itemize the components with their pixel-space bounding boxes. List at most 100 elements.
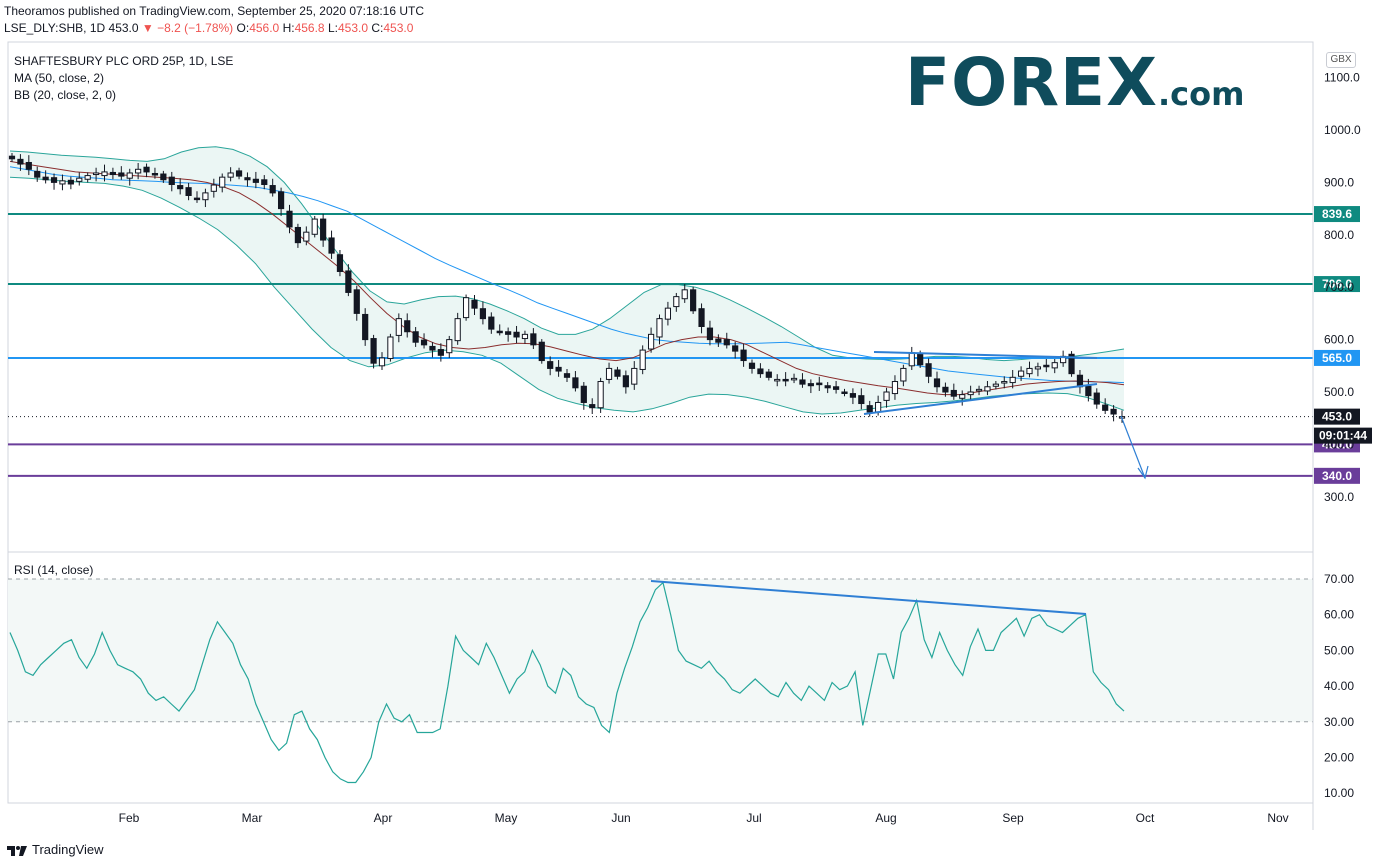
candle-body xyxy=(925,363,932,377)
candle-body xyxy=(353,289,360,314)
candle-body xyxy=(286,210,293,228)
candle-body xyxy=(227,172,234,178)
candle-body xyxy=(210,184,217,192)
tradingview-footer[interactable]: TradingView xyxy=(6,842,104,858)
rsi-tick-label: 20.00 xyxy=(1324,751,1354,765)
candle-body xyxy=(992,383,999,387)
publish-text: Theoramos published on TradingView.com, … xyxy=(4,4,425,18)
logo-letter: X xyxy=(1106,44,1159,121)
open-label: O: xyxy=(236,21,250,35)
candle-body xyxy=(917,353,924,366)
price-tick-label: 400.0 xyxy=(1324,437,1354,451)
horizontal-levels[interactable]: 839.6 706.0 565.0 400.0 340.0 453.0 09:01:44 xyxy=(8,206,1372,484)
bollinger-lower-line xyxy=(9,176,1125,415)
candle-body xyxy=(967,391,974,396)
candle-body xyxy=(462,297,470,319)
moving-averages xyxy=(9,160,1125,396)
candle-body xyxy=(858,395,865,405)
candle-body xyxy=(782,378,789,382)
price-tick-label: 800.0 xyxy=(1324,228,1354,242)
candle-body xyxy=(202,192,209,201)
rsi-tick-label: 60.00 xyxy=(1324,608,1354,622)
candle-body xyxy=(168,176,175,185)
candle-body xyxy=(530,333,537,346)
currency-badge[interactable]: GBX xyxy=(1326,52,1356,68)
candle-body xyxy=(597,381,604,409)
candle-body xyxy=(429,345,436,351)
logo-main: FOREX xyxy=(905,44,1158,121)
bb-legend[interactable]: BB (20, close, 2, 0) xyxy=(14,88,117,102)
tradingview-logo-icon xyxy=(7,845,27,856)
candle-body xyxy=(76,177,83,182)
level-price-label: 706.0 xyxy=(1322,277,1352,291)
candle-body xyxy=(664,307,672,320)
rsi-tick-label: 50.00 xyxy=(1324,643,1354,657)
candle-body xyxy=(277,191,285,210)
rsi-pane xyxy=(8,578,1313,784)
rsi-band-fill xyxy=(8,579,1313,722)
candle-body xyxy=(59,180,66,185)
price-tick-label: 300.0 xyxy=(1324,490,1354,504)
candle-body xyxy=(799,379,806,385)
logo-letter: E xyxy=(1060,44,1107,121)
level-price-tag xyxy=(1314,276,1360,293)
candle-body xyxy=(732,345,739,352)
ma-legend[interactable]: MA (50, close, 2) xyxy=(14,71,105,85)
candle-body xyxy=(345,270,352,293)
level-price-tag xyxy=(1314,467,1360,484)
level-price-tag xyxy=(1314,349,1360,366)
projection-arrow-line xyxy=(1120,415,1146,479)
candle-body xyxy=(370,338,377,364)
candle-body xyxy=(513,331,520,338)
candle-body xyxy=(446,339,453,354)
candle-body xyxy=(942,386,949,393)
candle-body xyxy=(50,177,58,183)
candles xyxy=(8,153,1126,423)
candle-body xyxy=(883,391,890,401)
candle-body xyxy=(320,218,327,241)
candle-body xyxy=(505,331,512,335)
ma50-line xyxy=(9,166,1125,384)
candle-body xyxy=(454,318,461,342)
candle-body xyxy=(748,362,756,369)
price-tick-label: 500.0 xyxy=(1324,385,1354,399)
candle-body xyxy=(740,349,747,362)
candle-body xyxy=(471,299,478,309)
candle-body xyxy=(875,401,882,413)
time-tick-label: Jul xyxy=(746,811,761,825)
forex-logo: FOREX.com xyxy=(905,44,1244,121)
candle-body xyxy=(488,316,495,330)
low-label: L: xyxy=(327,21,338,35)
candle-body xyxy=(656,318,663,338)
candle-body xyxy=(1068,353,1075,375)
candle-body xyxy=(244,177,251,181)
candle-body xyxy=(34,170,41,178)
high-value: 456.8 xyxy=(294,21,325,35)
rsi-tick-label: 40.00 xyxy=(1324,679,1354,693)
candle-body xyxy=(681,289,688,300)
candle-body xyxy=(126,172,133,179)
candle-body xyxy=(790,377,798,381)
candle-body xyxy=(151,172,159,176)
candle-body xyxy=(1051,362,1058,369)
axes: 300.0 400.0 500.0 600.0 700.0 800.0 900.0 1000.… xyxy=(8,42,1361,830)
rsi-legend[interactable]: RSI (14, close) xyxy=(14,563,94,577)
candle-body xyxy=(631,367,638,385)
candle-body xyxy=(235,170,243,177)
candle-body xyxy=(555,366,562,372)
candle-body xyxy=(959,394,966,399)
level-price-label: 340.0 xyxy=(1322,469,1352,483)
logo-letter: F xyxy=(905,44,952,121)
candle-body xyxy=(715,338,722,343)
candle-body xyxy=(412,331,419,343)
candle-body xyxy=(362,313,369,341)
annotations[interactable] xyxy=(863,351,1149,480)
candle-body xyxy=(17,158,24,165)
candle-body xyxy=(42,176,49,181)
candle-body xyxy=(193,197,201,201)
open-value: 456.0 xyxy=(249,21,280,35)
candle-body xyxy=(143,166,150,173)
close-label: C: xyxy=(371,21,384,35)
candle-body xyxy=(605,367,613,380)
